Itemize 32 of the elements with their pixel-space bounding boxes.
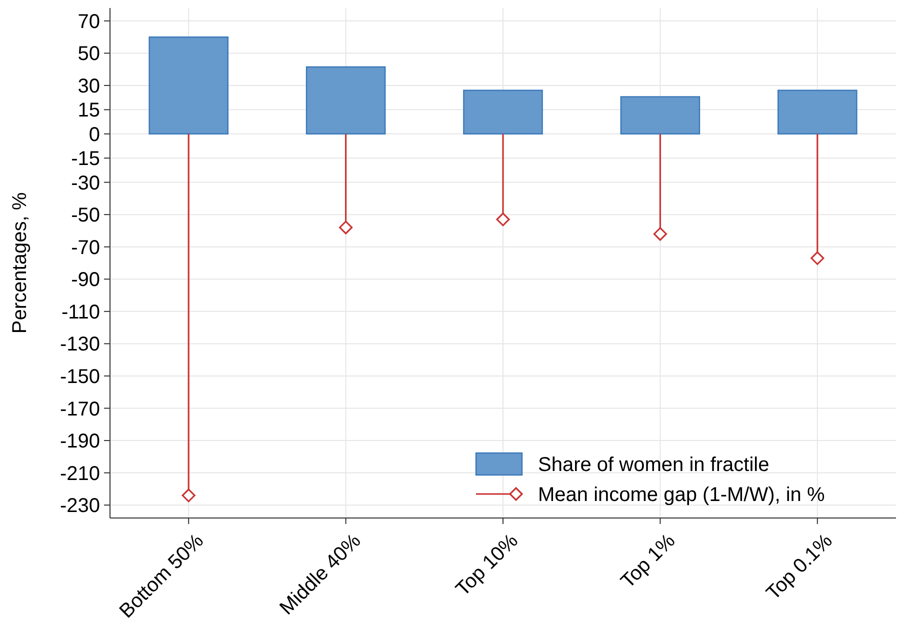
y-axis-title: Percentages, % [9, 192, 31, 334]
y-tick-label: -170 [60, 398, 100, 420]
y-tick-label: 70 [78, 10, 100, 33]
x-tick-label: Top 1% [616, 530, 680, 593]
x-tick-label: Top 10% [452, 530, 523, 600]
point [339, 220, 353, 234]
y-tick-label: -30 [71, 172, 100, 194]
bar [463, 90, 543, 134]
y-tick-label: -15 [71, 148, 100, 170]
bar [778, 90, 858, 134]
y-tick-label: 15 [78, 100, 100, 122]
y-tick-label: -230 [60, 495, 100, 518]
y-tick-label: -210 [60, 462, 100, 485]
legend-label: Share of women in fractile [538, 454, 770, 476]
bar [306, 66, 386, 134]
y-tick-label: -150 [60, 366, 100, 388]
y-tick-label: -90 [71, 269, 100, 292]
y-tick-label: -110 [61, 301, 100, 324]
bar [620, 96, 700, 134]
point [810, 251, 824, 265]
y-tick-label: -190 [60, 430, 100, 453]
bar [148, 36, 228, 134]
point [182, 488, 196, 502]
y-tick-label: 50 [78, 43, 100, 66]
legend-label: Mean income gap (1-M/W), in % [538, 484, 825, 506]
y-tick-label: -70 [71, 236, 100, 259]
y-tick-label: -130 [60, 334, 100, 356]
point [496, 212, 510, 226]
y-tick-label: 30 [78, 75, 100, 98]
y-tick-label: -50 [71, 204, 100, 227]
y-tick-label: 0 [88, 124, 100, 146]
point [653, 227, 667, 241]
